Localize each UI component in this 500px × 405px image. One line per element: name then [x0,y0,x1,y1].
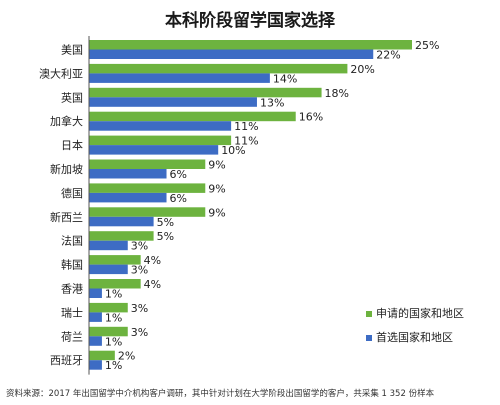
value-label-applied: 4% [144,254,161,267]
value-label-applied: 9% [208,206,225,219]
bar-preferred [89,240,128,251]
value-label-applied: 3% [131,302,148,315]
value-label-applied: 18% [325,87,349,100]
bar-applied [89,231,154,241]
value-label-preferred: 6% [170,168,187,181]
value-label-preferred: 13% [260,96,284,109]
bar-applied [89,350,115,361]
value-label-applied: 16% [299,111,323,124]
category-label: 韩国 [61,258,83,272]
value-label-preferred: 1% [105,335,122,348]
legend-swatch-applied [366,311,372,317]
legend-swatch-preferred [366,335,372,341]
value-label-applied: 9% [208,182,225,195]
legend-label-applied: 申请的国家和地区 [376,306,464,320]
bar-preferred [89,169,167,179]
bars-group [89,40,412,370]
bar-applied [89,255,141,265]
bar-preferred [89,288,102,298]
labels-group: 美国 25% 22% 澳大利亚 20% 14% 英国 18% 13% 加拿大 16% 11% 日本 11%… [39,39,439,372]
bar-applied [89,63,348,74]
legend-label-preferred: 首选国家和地区 [376,330,453,344]
source-note: 资料来源：2017 年出国留学中介机构客户调研，其中针对计划在大学阶段出国留学的… [6,389,435,399]
value-label-preferred: 6% [170,192,187,205]
bar-applied [89,40,412,50]
value-label-preferred: 1% [105,359,122,372]
category-label: 日本 [61,138,83,152]
category-label: 澳大利亚 [39,66,83,80]
value-label-applied: 9% [208,159,225,172]
bar-applied [89,87,322,98]
bar-applied [89,279,141,289]
category-label: 德国 [61,186,83,200]
value-label-applied: 20% [350,63,374,76]
bar-applied [89,135,232,146]
value-label-applied: 3% [131,326,148,339]
bar-preferred [89,49,374,59]
category-label: 香港 [61,283,83,296]
bar-preferred [89,216,154,227]
bar-preferred [89,121,232,131]
bar-applied [89,326,128,337]
category-label: 瑞士 [61,305,83,319]
bar-preferred [89,192,167,203]
value-label-applied: 25% [415,39,439,52]
bar-applied [89,111,296,122]
chart-title: 本科阶段留学国家选择 [165,11,335,31]
bar-preferred [89,360,102,370]
bar-applied [89,159,206,169]
value-label-preferred: 3% [131,264,148,277]
category-label: 新西兰 [50,210,83,224]
value-label-applied: 11% [234,135,258,148]
value-label-preferred: 1% [105,311,122,324]
bar-preferred [89,145,219,155]
bar-preferred [89,312,102,322]
bar-preferred [89,73,270,83]
bar-applied [89,302,128,313]
value-label-preferred: 3% [131,240,148,253]
value-label-preferred: 11% [234,120,258,133]
category-label: 加拿大 [50,114,83,128]
category-label: 英国 [61,90,83,104]
bar-preferred [89,336,102,346]
value-label-applied: 2% [118,350,135,363]
category-label: 荷兰 [61,330,83,343]
value-label-preferred: 22% [376,49,400,62]
bar-chart: 美国 25% 22% 澳大利亚 20% 14% 英国 18% 13% 加拿大 16% 11% 日本 11%… [39,36,464,375]
category-label: 西班牙 [50,354,83,367]
value-label-preferred: 14% [273,72,297,85]
value-label-preferred: 5% [157,216,174,229]
category-label: 新加坡 [50,162,83,176]
bar-applied [89,183,206,193]
bar-preferred [89,97,257,107]
value-label-preferred: 1% [105,288,122,301]
value-label-preferred: 10% [221,144,245,157]
value-label-applied: 5% [157,230,174,243]
value-label-applied: 4% [144,278,161,291]
category-label: 美国 [61,44,83,57]
category-label: 法国 [61,234,83,248]
bar-preferred [89,264,128,275]
bar-applied [89,207,206,217]
